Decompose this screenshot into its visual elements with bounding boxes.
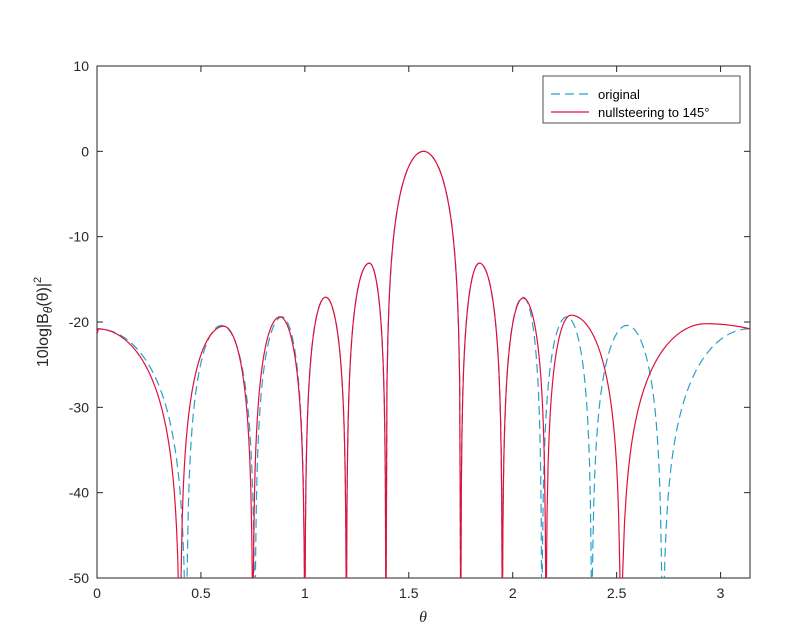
legend-box [542,75,741,124]
y-tick-label: -40 [69,485,89,501]
x-tick-label: 0.5 [191,585,211,601]
y-tick-label: -30 [69,399,89,415]
y-tick-label: -50 [69,570,89,586]
x-tick-label: 1 [301,585,309,601]
axis-ticks: 0 0.5 1 1.5 2 2.5 3 -50 -40 -30 -20 -10 0 10 [69,58,750,601]
x-axis-label: θ [419,609,427,626]
x-tick-label: 2 [509,585,517,601]
plot-area [96,65,751,579]
y-axis-label: 10log|Bθ(θ)|2 [32,277,55,367]
x-tick-label: 3 [717,585,725,601]
legend-label-original: original [598,87,640,102]
y-tick-label: -10 [69,229,89,245]
x-tick-label: 0 [93,585,101,601]
y-tick-label: 10 [73,58,89,74]
legend: original nullsteering to 145° [542,75,741,124]
x-tick-label: 2.5 [607,585,627,601]
series-nullsteering-line [97,150,750,578]
legend-label-nullsteering: nullsteering to 145° [598,105,709,120]
series-layer [97,150,750,578]
y-tick-label: 0 [81,143,89,159]
y-tick-label: -20 [69,314,89,330]
x-tick-label: 1.5 [399,585,419,601]
